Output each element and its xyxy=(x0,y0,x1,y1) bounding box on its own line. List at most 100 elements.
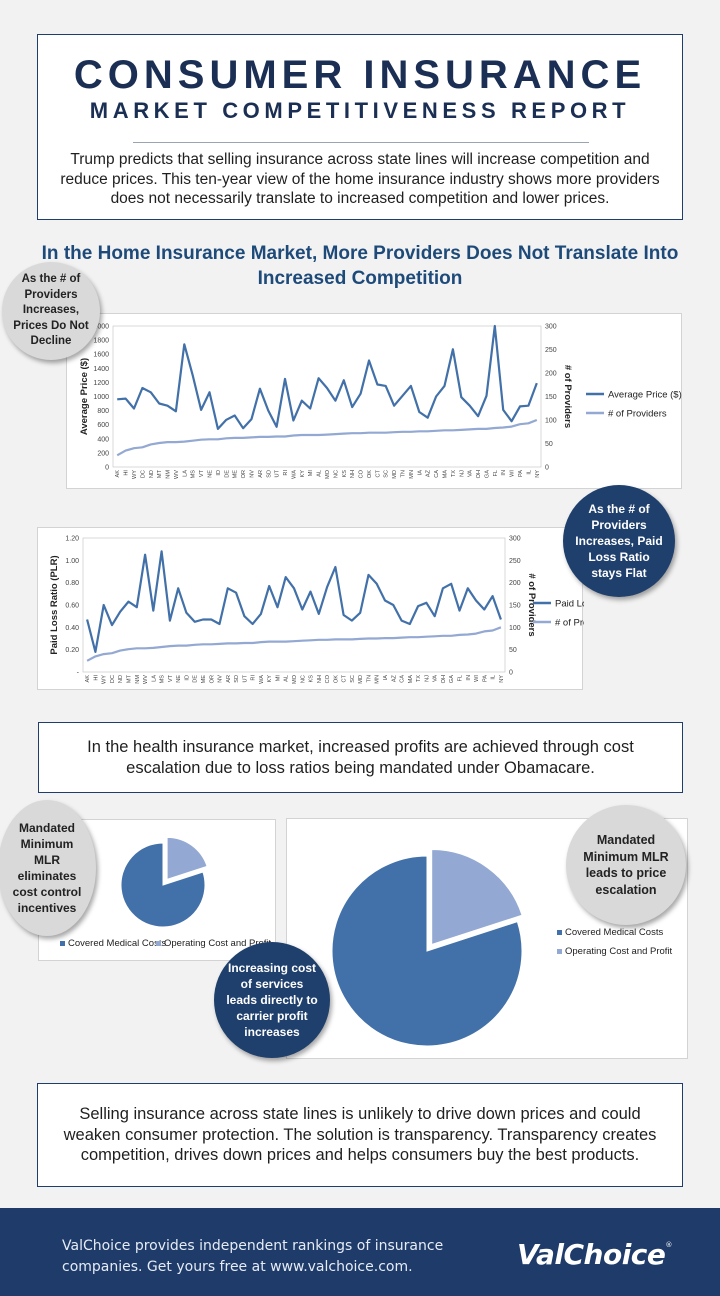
plr-chart-xtick: LA xyxy=(151,675,157,682)
plr-chart-ytick: 0.80 xyxy=(65,580,79,587)
plr-chart-xtick: OR xyxy=(209,675,215,683)
footer-text: ValChoice provides independent rankings … xyxy=(62,1238,444,1275)
price-chart-ytick: 1800 xyxy=(93,338,109,345)
footer: ValChoice provides independent rankings … xyxy=(0,1208,720,1296)
price-chart-xtick: VT xyxy=(199,469,205,477)
price-chart-xtick: TX xyxy=(451,470,457,477)
price-chart-xtick: TN xyxy=(401,470,407,477)
plr-chart-ytick: 0.40 xyxy=(65,625,79,632)
bubble-mlr-escalation: Mandated Minimum MLR leads to price esca… xyxy=(566,805,686,925)
price-chart-xtick: KS xyxy=(342,470,348,478)
price-chart-xtick: AL xyxy=(317,470,323,477)
price-chart-y2label: # of Providers xyxy=(562,365,573,428)
plr-chart-ytick: 0.60 xyxy=(65,603,79,610)
price-chart-y2tick: 300 xyxy=(545,324,557,331)
price-chart-y2tick: 100 xyxy=(545,418,557,425)
plr-chart-xtick: NH xyxy=(317,675,323,683)
plr-chart-xtick: NC xyxy=(300,675,306,683)
price-chart-legend-label-1: Average Price ($) xyxy=(608,389,682,400)
plr-chart-plot-area xyxy=(82,537,506,673)
price-chart-xtick: WV xyxy=(174,470,180,479)
price-chart-ytick: 1200 xyxy=(93,380,109,387)
report-title: CONSUMER INSURANCE xyxy=(73,53,647,97)
plr-chart-xtick: WV xyxy=(143,675,149,684)
plr-chart-xtick: FL xyxy=(457,675,463,682)
title-divider xyxy=(133,142,589,143)
price-chart-xtick: MT xyxy=(157,469,163,478)
conclusion-text-box: Selling insurance across state lines is … xyxy=(37,1083,683,1187)
price-chart-xtick: AR xyxy=(258,470,264,478)
plr-chart-xtick: OK xyxy=(333,675,339,683)
plr-chart-xtick: IA xyxy=(383,675,389,681)
price-chart-xtick: NE xyxy=(208,470,214,478)
plr-chart-xtick: AR xyxy=(226,675,232,683)
price-chart-xtick: PA xyxy=(518,470,524,477)
plr-chart-xtick: MA xyxy=(408,675,414,684)
price-chart-y2tick: 50 xyxy=(545,441,553,448)
plr-chart-xtick: KY xyxy=(267,675,273,683)
price-chart-ytick: 200 xyxy=(97,450,109,457)
price-chart-xtick: WY xyxy=(132,470,138,479)
price-chart-xtick: SC xyxy=(384,470,390,478)
mlr-pie-large-slice-2 xyxy=(431,849,523,946)
price-chart-xtick: CO xyxy=(359,469,365,478)
plr-chart-xtick: KS xyxy=(309,675,315,683)
price-chart-xtick: OR xyxy=(241,470,247,478)
plr-chart-xtick: DE xyxy=(193,675,199,683)
price-chart-xtick: MN xyxy=(409,470,415,479)
plr-chart-xtick: MS xyxy=(160,675,166,684)
plr-chart-xtick: ME xyxy=(201,675,207,684)
price-chart-xtick: DE xyxy=(224,470,230,478)
price-chart-xtick: UT xyxy=(275,469,281,477)
price-chart-xtick: IL xyxy=(526,470,532,475)
mlr-pie-large-legend-swatch-2 xyxy=(557,949,562,954)
price-chart-xtick: OK xyxy=(367,470,373,478)
bubble-mlr-incentives: Mandated Minimum MLR eliminates cost con… xyxy=(0,800,96,936)
price-chart-ytick: 1400 xyxy=(93,366,109,373)
price-chart-xtick: AK xyxy=(115,470,121,478)
price-chart-xtick: CT xyxy=(375,469,381,477)
mlr-pie-small-slice-1 xyxy=(120,842,206,928)
registered-mark: ® xyxy=(665,1241,672,1249)
plr-chart-xtick: MT xyxy=(127,674,133,683)
price-chart-xtick: NM xyxy=(166,470,172,479)
plr-chart-xtick: NV xyxy=(218,675,224,683)
intro-paragraph: Trump predicts that selling insurance ac… xyxy=(60,151,660,207)
plr-chart-xtick: MO xyxy=(292,674,298,684)
plr-chart-xtick: NJ xyxy=(424,675,430,682)
valchoice-logo[interactable]: ValChoice® xyxy=(517,1238,672,1271)
price-chart-xtick: NC xyxy=(333,470,339,478)
price-chart-svg: 0 200 400 600 800 1000 1200 1400 1600 1800 2000 0 50… xyxy=(79,324,682,480)
plr-chart-xtick: WI xyxy=(474,675,480,682)
price-chart-xtick: IN xyxy=(501,470,507,476)
mlr-pie-large-legend-swatch-1 xyxy=(557,930,562,935)
price-chart-xtick: NV xyxy=(249,470,255,478)
price-chart-ytick: 1600 xyxy=(93,352,109,359)
price-chart-ytick: 0 xyxy=(105,465,109,472)
price-chart-xtick: KY xyxy=(300,470,306,478)
plr-chart-xtick: MI xyxy=(275,675,281,682)
plr-chart-y2tick: 250 xyxy=(509,558,521,565)
plr-chart-xtick: CA xyxy=(400,675,406,683)
plr-chart-xtick: AZ xyxy=(391,674,397,682)
plr-chart-series-2-line xyxy=(86,626,502,662)
price-chart-xtick: MO xyxy=(325,469,331,479)
plr-chart-xtick: ND xyxy=(118,675,124,683)
plr-chart-legend-label-2: # of Providers xyxy=(555,617,584,628)
plr-chart-xtick: CO xyxy=(325,674,331,683)
price-chart-xtick: NJ xyxy=(459,470,465,477)
price-chart-xtick: OH xyxy=(476,470,482,478)
plr-chart-series-1-line xyxy=(86,550,502,654)
plr-chart-xtick: WA xyxy=(259,675,265,684)
plr-chart-ylabel: Paid Loss Ratio (PLR) xyxy=(49,555,60,654)
header-box: CONSUMER INSURANCE MARKET COMPETITIVENES… xyxy=(37,34,683,220)
plr-chart-xtick: MN xyxy=(375,675,381,684)
plr-chart-xtick: AL xyxy=(284,675,290,682)
price-chart-xtick: FL xyxy=(493,470,499,477)
price-chart-y2tick: 150 xyxy=(545,394,557,401)
price-chart-xtick: DC xyxy=(140,470,146,478)
plr-chart-xtick: WY xyxy=(102,675,108,684)
plr-chart-y2tick: 0 xyxy=(509,670,513,677)
price-chart-y2tick: 250 xyxy=(545,347,557,354)
plr-chart-xtick: VT xyxy=(168,674,174,682)
